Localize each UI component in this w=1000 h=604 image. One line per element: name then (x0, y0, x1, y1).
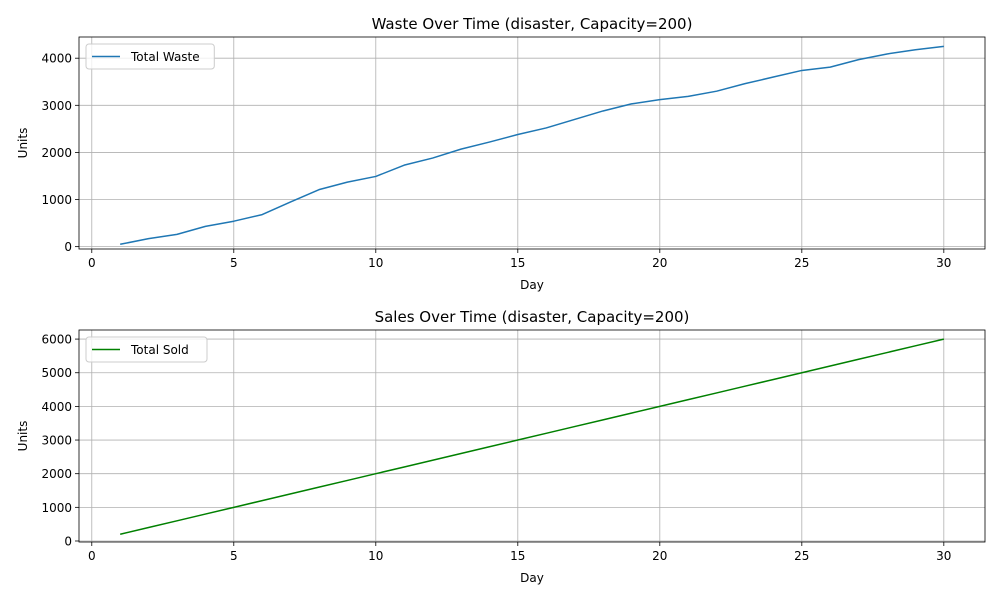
x-axis-label: Day (520, 571, 544, 585)
legend-label: Total Waste (130, 50, 200, 64)
legend-box (85, 43, 215, 70)
y-tick-label: 4000 (41, 400, 72, 414)
chart-title: Sales Over Time (disaster, Capacity=200) (375, 308, 690, 326)
axes-frame (78, 36, 986, 250)
x-tick-label: 0 (88, 549, 96, 563)
legend: Total Sold (85, 336, 208, 363)
x-tick-label: 10 (368, 549, 383, 563)
y-tick-label: 2000 (41, 146, 72, 160)
x-tick-label: 15 (510, 256, 525, 270)
y-tick-label: 0 (64, 240, 72, 254)
legend: Total Waste (85, 43, 215, 70)
x-tick-label: 30 (936, 256, 951, 270)
x-tick-label: 5 (230, 256, 238, 270)
x-axis-label: Day (520, 278, 544, 292)
x-tick-label: 5 (230, 549, 238, 563)
y-tick-label: 1000 (41, 193, 72, 207)
series-line-total-sold (120, 338, 944, 535)
y-tick-label: 5000 (41, 366, 72, 380)
y-tick-label: 1000 (41, 501, 72, 515)
legend-box (85, 336, 208, 363)
x-tick-label: 15 (510, 549, 525, 563)
x-tick-label: 25 (794, 549, 809, 563)
legend-label: Total Sold (130, 343, 189, 357)
y-tick-label: 6000 (41, 333, 72, 347)
x-tick-label: 25 (794, 256, 809, 270)
y-tick-label: 3000 (41, 99, 72, 113)
x-tick-label: 0 (88, 256, 96, 270)
y-axis-label: Units (16, 421, 30, 452)
chart-panel-2: 0 5 10 15 20 25 30 0 1000 2000 3000 4000 5000 6000 Sal… (16, 308, 986, 585)
x-tick-label: 10 (368, 256, 383, 270)
chart-title: Waste Over Time (disaster, Capacity=200) (372, 15, 693, 33)
series-line-total-waste (120, 45, 944, 246)
y-tick-label: 0 (64, 534, 72, 548)
y-tick-label: 3000 (41, 434, 72, 448)
axes-frame (78, 329, 986, 543)
x-tick-label: 20 (652, 256, 667, 270)
x-tick-label: 20 (652, 549, 667, 563)
chart-panel-1: 0 5 10 15 20 25 30 0 1000 2000 3000 4000 Waste Over … (16, 15, 986, 292)
y-axis-label: Units (16, 128, 30, 159)
y-tick-label: 4000 (41, 52, 72, 66)
x-tick-label: 30 (936, 549, 951, 563)
y-tick-label: 2000 (41, 467, 72, 481)
